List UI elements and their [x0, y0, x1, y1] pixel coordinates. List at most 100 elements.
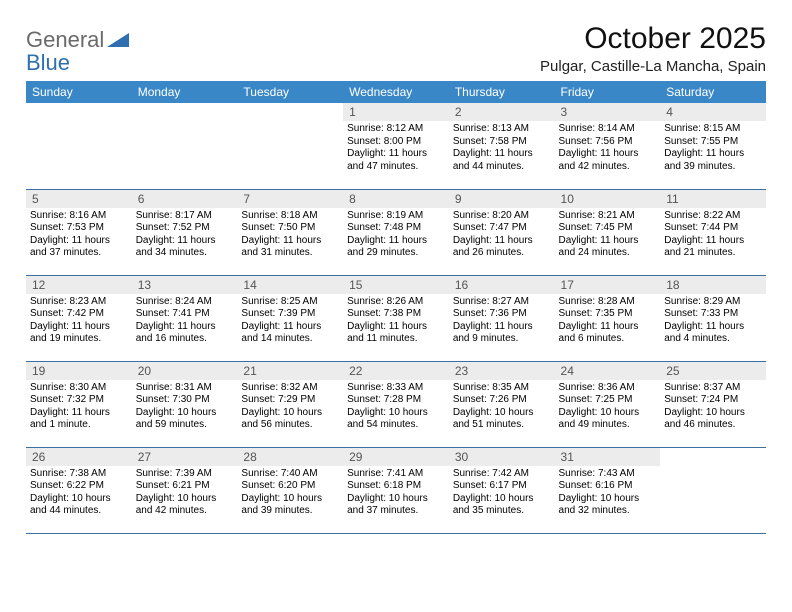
calendar-cell: 18Sunrise: 8:29 AMSunset: 7:33 PMDayligh…: [660, 275, 766, 361]
calendar-cell: 22Sunrise: 8:33 AMSunset: 7:28 PMDayligh…: [343, 361, 449, 447]
day-details: Sunrise: 8:30 AMSunset: 7:32 PMDaylight:…: [26, 380, 132, 436]
day-number: 8: [343, 190, 449, 208]
calendar-table: SundayMondayTuesdayWednesdayThursdayFrid…: [26, 81, 766, 534]
day-details: Sunrise: 8:32 AMSunset: 7:29 PMDaylight:…: [237, 380, 343, 436]
day-number: 14: [237, 276, 343, 294]
day-number: 10: [555, 190, 661, 208]
day-details: Sunrise: 8:20 AMSunset: 7:47 PMDaylight:…: [449, 208, 555, 264]
day-number: 13: [132, 276, 238, 294]
calendar-row: 19Sunrise: 8:30 AMSunset: 7:32 PMDayligh…: [26, 361, 766, 447]
day-details: Sunrise: 8:23 AMSunset: 7:42 PMDaylight:…: [26, 294, 132, 350]
page-title: October 2025: [540, 22, 766, 56]
calendar-cell: 13Sunrise: 8:24 AMSunset: 7:41 PMDayligh…: [132, 275, 238, 361]
day-details: Sunrise: 8:27 AMSunset: 7:36 PMDaylight:…: [449, 294, 555, 350]
day-details: Sunrise: 8:19 AMSunset: 7:48 PMDaylight:…: [343, 208, 449, 264]
logo-triangle-icon: [107, 28, 129, 51]
day-details: Sunrise: 8:15 AMSunset: 7:55 PMDaylight:…: [660, 121, 766, 177]
calendar-cell: 17Sunrise: 8:28 AMSunset: 7:35 PMDayligh…: [555, 275, 661, 361]
calendar-cell: 6Sunrise: 8:17 AMSunset: 7:52 PMDaylight…: [132, 189, 238, 275]
day-number: 4: [660, 103, 766, 121]
day-number: 26: [26, 448, 132, 466]
calendar-cell: 3Sunrise: 8:14 AMSunset: 7:56 PMDaylight…: [555, 103, 661, 189]
day-details: Sunrise: 8:33 AMSunset: 7:28 PMDaylight:…: [343, 380, 449, 436]
day-details: Sunrise: 8:18 AMSunset: 7:50 PMDaylight:…: [237, 208, 343, 264]
day-details: Sunrise: 8:17 AMSunset: 7:52 PMDaylight:…: [132, 208, 238, 264]
calendar-cell: 11Sunrise: 8:22 AMSunset: 7:44 PMDayligh…: [660, 189, 766, 275]
calendar-cell: 23Sunrise: 8:35 AMSunset: 7:26 PMDayligh…: [449, 361, 555, 447]
calendar-cell: 21Sunrise: 8:32 AMSunset: 7:29 PMDayligh…: [237, 361, 343, 447]
calendar-cell: 27Sunrise: 7:39 AMSunset: 6:21 PMDayligh…: [132, 447, 238, 533]
day-number: 6: [132, 190, 238, 208]
day-number: 5: [26, 190, 132, 208]
weekday-header: Monday: [132, 81, 238, 103]
day-details: Sunrise: 8:28 AMSunset: 7:35 PMDaylight:…: [555, 294, 661, 350]
day-number: 17: [555, 276, 661, 294]
day-number: 28: [237, 448, 343, 466]
calendar-cell: 26Sunrise: 7:38 AMSunset: 6:22 PMDayligh…: [26, 447, 132, 533]
weekday-header: Tuesday: [237, 81, 343, 103]
day-details: Sunrise: 8:36 AMSunset: 7:25 PMDaylight:…: [555, 380, 661, 436]
header: General Blue October 2025 Pulgar, Castil…: [26, 22, 766, 75]
weekday-header: Thursday: [449, 81, 555, 103]
day-number: 1: [343, 103, 449, 121]
calendar-cell: 31Sunrise: 7:43 AMSunset: 6:16 PMDayligh…: [555, 447, 661, 533]
day-details: Sunrise: 8:25 AMSunset: 7:39 PMDaylight:…: [237, 294, 343, 350]
brand-part2: Blue: [26, 50, 70, 75]
brand-part1: General: [26, 27, 104, 52]
calendar-cell: 1Sunrise: 8:12 AMSunset: 8:00 PMDaylight…: [343, 103, 449, 189]
day-details: Sunrise: 7:41 AMSunset: 6:18 PMDaylight:…: [343, 466, 449, 522]
day-number: 16: [449, 276, 555, 294]
title-block: October 2025 Pulgar, Castille-La Mancha,…: [540, 22, 766, 75]
calendar-cell: .: [660, 447, 766, 533]
day-number: 18: [660, 276, 766, 294]
brand-text: General Blue: [26, 26, 129, 74]
calendar-cell: 25Sunrise: 8:37 AMSunset: 7:24 PMDayligh…: [660, 361, 766, 447]
day-details: Sunrise: 8:14 AMSunset: 7:56 PMDaylight:…: [555, 121, 661, 177]
day-details: Sunrise: 7:42 AMSunset: 6:17 PMDaylight:…: [449, 466, 555, 522]
day-details: Sunrise: 7:39 AMSunset: 6:21 PMDaylight:…: [132, 466, 238, 522]
day-details: Sunrise: 7:38 AMSunset: 6:22 PMDaylight:…: [26, 466, 132, 522]
calendar-cell: 5Sunrise: 8:16 AMSunset: 7:53 PMDaylight…: [26, 189, 132, 275]
day-number: 11: [660, 190, 766, 208]
day-details: Sunrise: 8:31 AMSunset: 7:30 PMDaylight:…: [132, 380, 238, 436]
day-number: 30: [449, 448, 555, 466]
calendar-cell: 29Sunrise: 7:41 AMSunset: 6:18 PMDayligh…: [343, 447, 449, 533]
calendar-cell: 14Sunrise: 8:25 AMSunset: 7:39 PMDayligh…: [237, 275, 343, 361]
day-number: 9: [449, 190, 555, 208]
calendar-cell: .: [132, 103, 238, 189]
weekday-header: Friday: [555, 81, 661, 103]
calendar-cell: 9Sunrise: 8:20 AMSunset: 7:47 PMDaylight…: [449, 189, 555, 275]
day-number: 27: [132, 448, 238, 466]
calendar-cell: 28Sunrise: 7:40 AMSunset: 6:20 PMDayligh…: [237, 447, 343, 533]
day-details: Sunrise: 8:37 AMSunset: 7:24 PMDaylight:…: [660, 380, 766, 436]
calendar-page: General Blue October 2025 Pulgar, Castil…: [0, 0, 792, 544]
calendar-cell: 8Sunrise: 8:19 AMSunset: 7:48 PMDaylight…: [343, 189, 449, 275]
calendar-cell: 24Sunrise: 8:36 AMSunset: 7:25 PMDayligh…: [555, 361, 661, 447]
calendar-body: ... 1Sunrise: 8:12 AMSunset: 8:00 PMDayli…: [26, 103, 766, 533]
calendar-cell: 7Sunrise: 8:18 AMSunset: 7:50 PMDaylight…: [237, 189, 343, 275]
day-number: 21: [237, 362, 343, 380]
day-number: 19: [26, 362, 132, 380]
calendar-row: 26Sunrise: 7:38 AMSunset: 6:22 PMDayligh…: [26, 447, 766, 533]
day-number: 25: [660, 362, 766, 380]
day-details: Sunrise: 8:26 AMSunset: 7:38 PMDaylight:…: [343, 294, 449, 350]
day-number: 2: [449, 103, 555, 121]
calendar-cell: 10Sunrise: 8:21 AMSunset: 7:45 PMDayligh…: [555, 189, 661, 275]
day-number: 31: [555, 448, 661, 466]
calendar-cell: .: [26, 103, 132, 189]
day-number: 12: [26, 276, 132, 294]
calendar-cell: 30Sunrise: 7:42 AMSunset: 6:17 PMDayligh…: [449, 447, 555, 533]
day-number: 29: [343, 448, 449, 466]
day-details: Sunrise: 8:29 AMSunset: 7:33 PMDaylight:…: [660, 294, 766, 350]
calendar-cell: 20Sunrise: 8:31 AMSunset: 7:30 PMDayligh…: [132, 361, 238, 447]
day-number: 22: [343, 362, 449, 380]
day-number: 24: [555, 362, 661, 380]
day-details: Sunrise: 8:13 AMSunset: 7:58 PMDaylight:…: [449, 121, 555, 177]
calendar-cell: 12Sunrise: 8:23 AMSunset: 7:42 PMDayligh…: [26, 275, 132, 361]
day-details: Sunrise: 8:24 AMSunset: 7:41 PMDaylight:…: [132, 294, 238, 350]
day-number: 20: [132, 362, 238, 380]
brand-logo: General Blue: [26, 26, 129, 74]
calendar-row: 12Sunrise: 8:23 AMSunset: 7:42 PMDayligh…: [26, 275, 766, 361]
calendar-head: SundayMondayTuesdayWednesdayThursdayFrid…: [26, 81, 766, 103]
calendar-row: 5Sunrise: 8:16 AMSunset: 7:53 PMDaylight…: [26, 189, 766, 275]
